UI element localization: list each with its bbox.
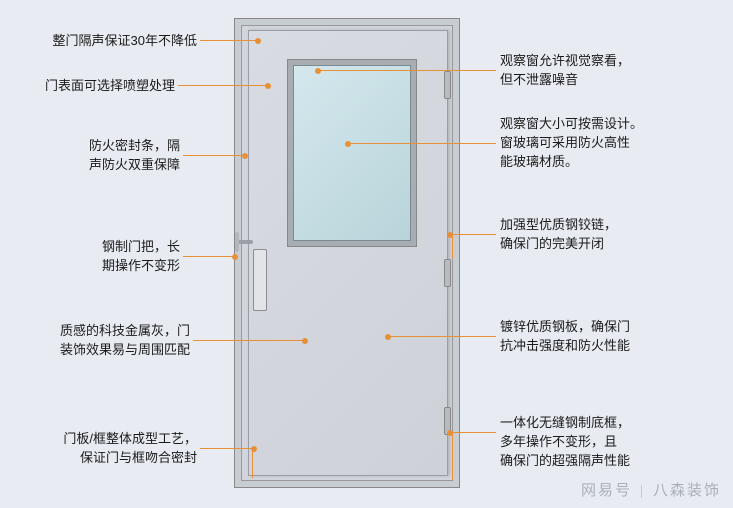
leader-l6: [200, 448, 252, 449]
window-frame: [287, 59, 417, 247]
leader-l1: [200, 40, 256, 41]
door-handle: [237, 240, 253, 244]
leader-l4: [183, 256, 233, 257]
label-r5: 一体化无缝钢制底框，多年操作不变形，且确保门的超强隔声性能: [500, 414, 680, 471]
vline-r3: [452, 234, 453, 258]
leader-r3: [452, 234, 496, 235]
vline-r5: [452, 432, 453, 480]
door-panel: [248, 30, 448, 476]
leader-l5: [193, 340, 303, 341]
label-l6: 门板/框整体成型工艺，保证门与框吻合密封: [25, 430, 197, 468]
leader-l2: [178, 85, 266, 86]
label-l5: 质感的科技金属灰，门装饰效果易与周围匹配: [25, 322, 190, 360]
label-l3: 防火密封条，隔声防火双重保障: [60, 137, 180, 175]
leader-r2: [350, 143, 496, 144]
hinge-top: [444, 71, 451, 99]
vline-l6: [252, 448, 253, 478]
label-r1: 观察窗允许视觉察看，但不泄露噪音: [500, 52, 670, 90]
watermark: 网易号|八森装饰: [581, 479, 721, 500]
leader-r1: [320, 70, 496, 71]
label-r2: 观察窗大小可按需设计。窗玻璃可采用防火高性能玻璃材质。: [500, 115, 690, 172]
label-l1: 整门隔声保证30年不降低: [15, 32, 197, 51]
window-glass: [293, 65, 411, 241]
handle-plate: [253, 249, 267, 311]
leader-r4: [390, 336, 496, 337]
leader-r5: [452, 432, 496, 433]
label-l2: 门表面可选择喷塑处理: [15, 77, 175, 96]
label-l4: 钢制门把，长期操作不变形: [75, 238, 180, 276]
hinge-mid: [444, 259, 451, 287]
label-r3: 加强型优质钢铰链，确保门的完美开闭: [500, 216, 660, 254]
label-r4: 镀锌优质钢板，确保门抗冲击强度和防火性能: [500, 318, 680, 356]
leader-l3: [183, 155, 243, 156]
